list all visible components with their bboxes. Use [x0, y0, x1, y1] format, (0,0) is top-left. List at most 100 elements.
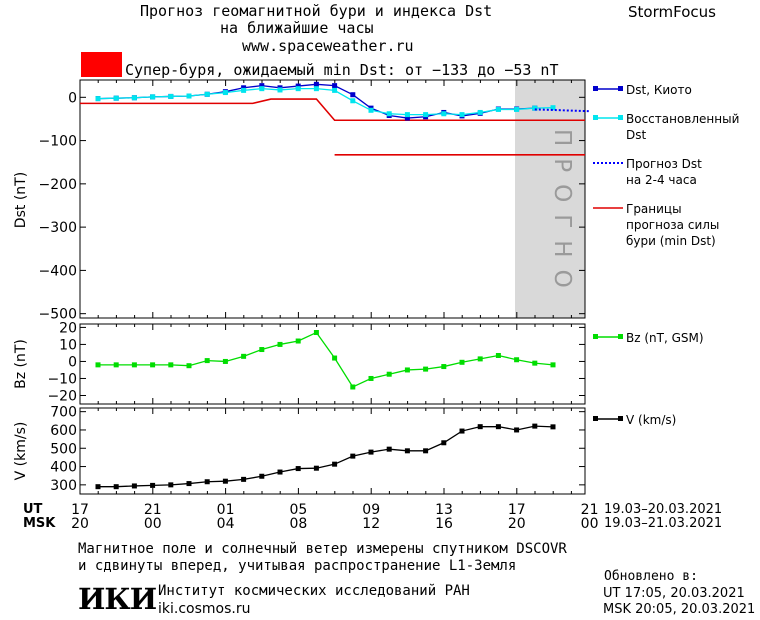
legend-bounds-1: Границы	[626, 202, 682, 216]
y-tick-label: 0	[68, 90, 77, 106]
data-point	[332, 87, 338, 93]
data-point	[277, 469, 283, 475]
msk-axis-label: MSK	[23, 516, 56, 531]
y-tick-label: −200	[39, 177, 77, 193]
data-point	[150, 362, 156, 368]
data-point	[386, 111, 392, 117]
legend-v: V (km/s)	[626, 413, 677, 427]
data-point	[222, 478, 228, 484]
legend-bounds-3: бури (min Dst)	[626, 234, 716, 248]
series-line	[98, 425, 554, 488]
iki-logo: ИКИ	[78, 582, 157, 616]
y-axis-label: Dst (nT)	[13, 172, 29, 228]
data-point	[168, 482, 174, 488]
series-line	[97, 88, 554, 116]
series-line	[534, 108, 590, 113]
data-point	[459, 112, 465, 118]
data-point	[368, 375, 374, 381]
ut-tick-label: 21	[581, 502, 599, 518]
data-point	[514, 427, 520, 433]
data-point	[404, 448, 410, 454]
data-point	[368, 107, 374, 113]
ut-date-range: 19.03–20.03.2021	[604, 502, 723, 517]
data-point	[113, 362, 119, 368]
data-point	[477, 109, 483, 115]
page-title: Прогноз геомагнитной бури и индекса Dst	[140, 2, 493, 20]
ut-tick-label: 13	[435, 502, 453, 518]
data-point	[404, 367, 410, 373]
data-point	[423, 366, 429, 372]
data-point	[423, 448, 429, 454]
data-point	[259, 347, 265, 353]
data-point	[186, 481, 192, 487]
legend-forecast-1: Прогноз Dst	[626, 157, 702, 171]
data-point	[131, 95, 137, 101]
data-point	[259, 473, 265, 479]
data-point	[259, 86, 265, 92]
brand-label: StormFocus	[628, 3, 716, 21]
data-point	[241, 353, 247, 359]
y-tick-label: 500	[50, 441, 77, 457]
legend	[593, 86, 623, 421]
ut-tick-label: 21	[144, 502, 162, 518]
legend-forecast-2: на 2-4 часа	[626, 173, 697, 187]
data-point	[332, 355, 338, 361]
data-point	[350, 92, 356, 98]
data-point	[222, 358, 228, 364]
data-point	[459, 359, 465, 365]
data-point	[350, 98, 356, 104]
data-point	[313, 465, 319, 471]
ut-tick-label: 09	[362, 502, 380, 518]
ut-tick-label: 05	[289, 502, 307, 518]
institute-name: Институт космических исследований РАН	[158, 583, 470, 599]
data-point	[350, 384, 356, 390]
header-url[interactable]: www.spaceweather.ru	[242, 37, 414, 55]
data-point	[313, 86, 319, 92]
data-point	[441, 364, 447, 370]
data-point	[332, 461, 338, 467]
updated-ut: UT 17:05, 20.03.2021	[603, 586, 745, 601]
series-line	[98, 331, 554, 388]
dst-panel: 0 −100 −200 −300 −400 −500 Dst (nT)	[13, 79, 590, 323]
updated-label: Обновлено в:	[604, 569, 698, 584]
y-tick-label: 600	[50, 423, 77, 439]
data-point	[295, 86, 301, 92]
data-point	[441, 440, 447, 446]
storm-forecast-label: Супер-буря, ожидаемый min Dst: от −133 д…	[125, 61, 559, 79]
data-point	[241, 87, 247, 93]
data-point	[459, 428, 465, 434]
data-point	[404, 115, 410, 121]
y-tick-label: −10	[47, 371, 77, 387]
updated-msk: MSK 20:05, 20.03.2021	[603, 602, 756, 617]
msk-tick-label: 00	[144, 516, 162, 532]
data-point	[532, 105, 538, 111]
data-point	[95, 484, 101, 490]
msk-tick-label: 08	[289, 516, 307, 532]
institute-site[interactable]: iki.cosmos.ru	[158, 601, 251, 617]
data-point	[168, 362, 174, 368]
data-point	[222, 90, 228, 96]
data-point	[514, 106, 520, 112]
data-point	[514, 357, 520, 363]
data-point	[350, 453, 356, 459]
data-point	[131, 483, 137, 489]
y-tick-label: 400	[50, 460, 77, 476]
msk-tick-label: 16	[435, 516, 453, 532]
data-point	[113, 95, 119, 101]
data-point	[404, 112, 410, 118]
legend-restored-2: Dst	[626, 128, 647, 142]
data-point	[386, 371, 392, 377]
data-point	[277, 87, 283, 93]
time-axis: 17 21 01 05 09 13 17 21 20 00 04 08 12 16 20 00	[71, 502, 598, 532]
data-point	[477, 424, 483, 430]
footer-note-2: и сдвинуты вперед, учитывая распростране…	[78, 558, 517, 574]
data-point	[495, 424, 501, 430]
data-point	[204, 479, 210, 485]
ut-tick-label: 01	[217, 502, 235, 518]
data-point	[241, 476, 247, 482]
msk-tick-label: 12	[362, 516, 380, 532]
y-tick-label: −300	[39, 220, 77, 236]
data-point	[204, 91, 210, 97]
data-point	[313, 330, 319, 336]
